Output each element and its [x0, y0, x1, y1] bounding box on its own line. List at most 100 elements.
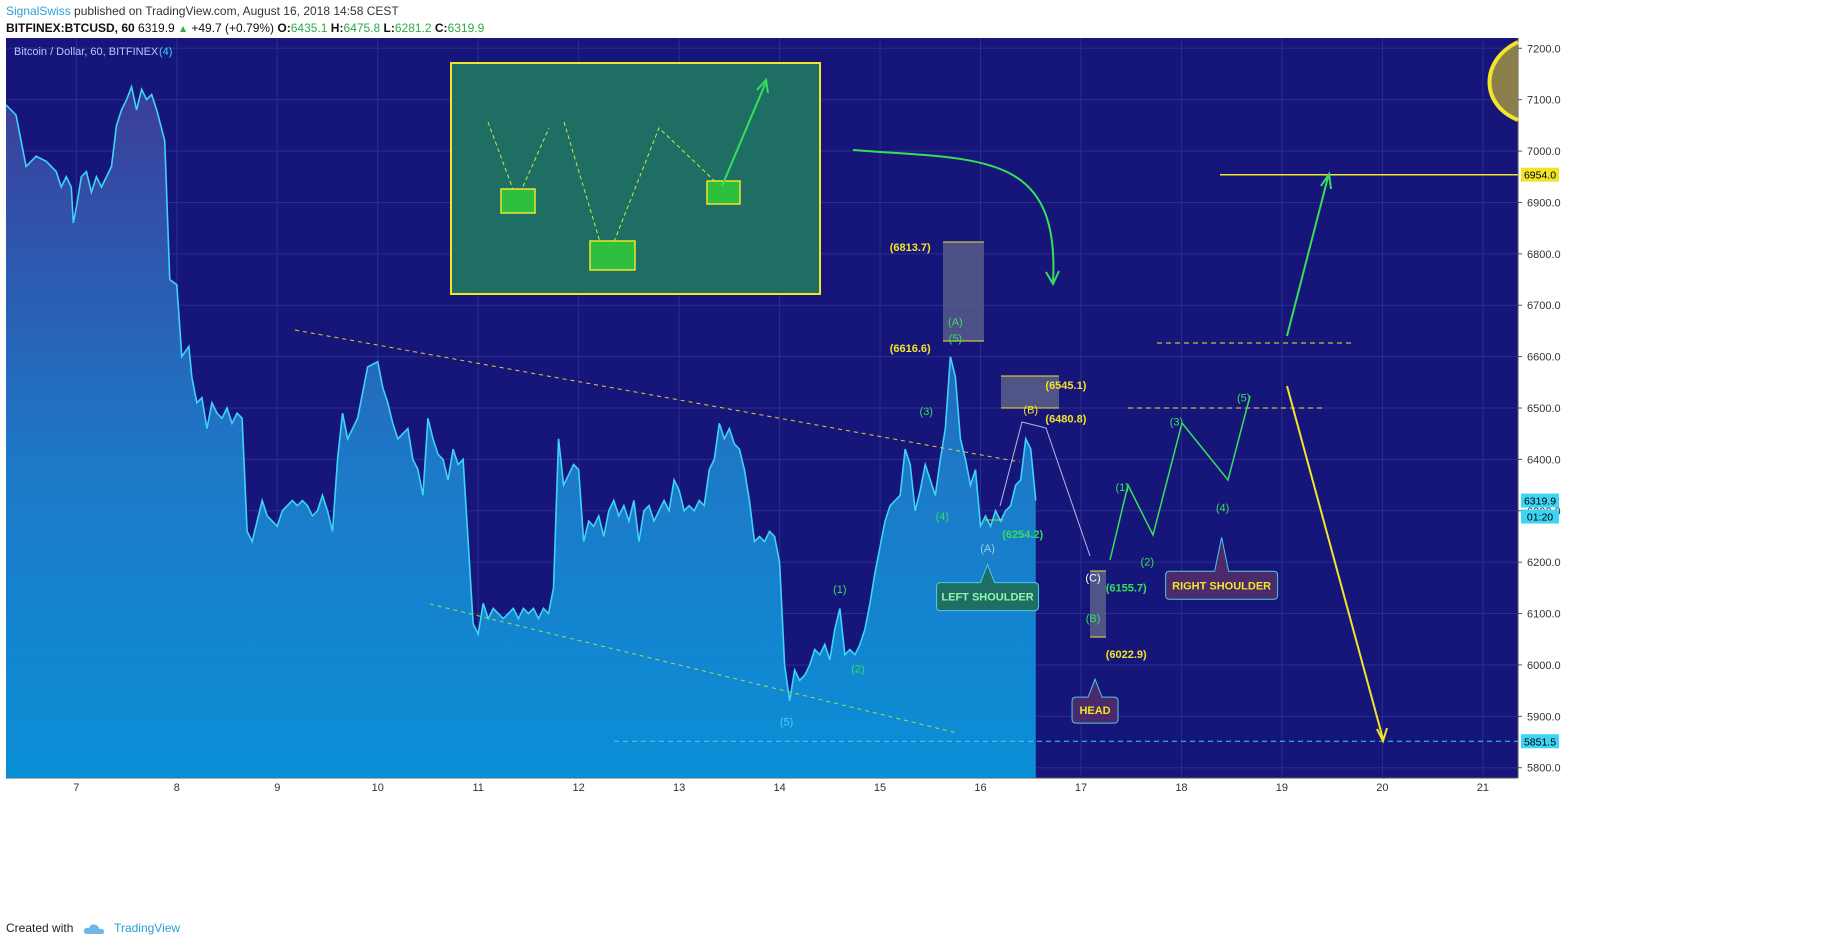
wave-label: (6545.1): [1045, 380, 1086, 392]
x-tick-label: 10: [372, 782, 384, 794]
up-arrow-icon: ▲: [178, 24, 188, 35]
drawings[interactable]: [294, 40, 1519, 744]
price-tag-bg: [1521, 493, 1559, 508]
symbol-label: BITFINEX:BTCUSD, 60: [6, 21, 135, 35]
callout-label: RIGHT SHOULDER: [1172, 580, 1271, 592]
y-tick-label: 6000.0: [1527, 660, 1561, 672]
legend-count: (4): [159, 46, 172, 58]
callout-shape: [1165, 537, 1279, 600]
last-price: 6319.9: [138, 21, 175, 35]
abc-projection: [999, 421, 1091, 557]
wave-label: (5): [1237, 393, 1250, 405]
wave-label: (1): [1115, 482, 1128, 494]
published-text: published on TradingView.com, August 16,…: [74, 4, 399, 18]
curved-arrow-head: [1045, 270, 1060, 287]
callout-bubble: [1071, 677, 1119, 724]
price-tag: 6319.9: [1524, 496, 1556, 508]
wave-label: (5): [949, 333, 962, 345]
time-axis: [6, 778, 1518, 796]
pattern-dashed-left: [487, 121, 550, 202]
ohlc-bar: BITFINEX:BTCUSD, 60 6319.9 ▲ +49.7 (+0.7…: [6, 21, 484, 35]
wave-label: (C): [1085, 573, 1100, 585]
pattern-dashed-mid: [563, 121, 723, 264]
pattern-head-box: [589, 240, 636, 271]
y-tick-label: 7000.0: [1527, 146, 1561, 158]
wave-label: (5): [780, 716, 793, 728]
curved-down-arrow: [852, 149, 1055, 283]
wave-b-box: [1001, 376, 1059, 408]
open-label: O:: [277, 21, 291, 35]
x-tick-label: 14: [773, 782, 785, 794]
low-label: L:: [383, 21, 395, 35]
wave-label: (1): [833, 584, 846, 596]
x-tick-label: 13: [673, 782, 685, 794]
bullish-arrow-head: [1320, 171, 1332, 190]
high-label: H:: [330, 21, 344, 35]
wave-label: (B): [1023, 405, 1038, 417]
wave-projection-path: [1109, 395, 1251, 561]
x-tick-label: 19: [1276, 782, 1288, 794]
wave-label: (6616.6): [890, 343, 931, 355]
wave-label: (4): [1216, 503, 1229, 515]
y-tick-label: 6100.0: [1527, 609, 1561, 621]
callout-shape: [1071, 677, 1119, 724]
price-tag: 5851.5: [1524, 736, 1556, 748]
y-tick-label: 6500.0: [1527, 403, 1561, 415]
x-tick-label: 20: [1376, 782, 1388, 794]
x-tick-label: 11: [472, 782, 483, 794]
wave-label: (2): [1141, 557, 1154, 569]
lower-trendline: [429, 603, 958, 734]
y-tick-label: 6800.0: [1527, 249, 1561, 261]
arc-shape: [1487, 40, 1519, 122]
y-tick-label: 7200.0: [1527, 43, 1561, 55]
callout-bubble: [1165, 537, 1279, 600]
wave-label: (6022.9): [1106, 649, 1147, 661]
price-change: +49.7 (+0.79%): [191, 21, 275, 35]
x-tick-label: 7: [73, 782, 79, 794]
y-tick-label: 6400.0: [1527, 454, 1561, 466]
pattern-left-shoulder-box: [500, 188, 536, 214]
close-label: C:: [434, 21, 448, 35]
x-tick-label: 18: [1175, 782, 1187, 794]
created-with-text: Created with: [6, 921, 74, 935]
x-tick-label: 21: [1477, 782, 1489, 794]
wave-label: (4): [936, 511, 949, 523]
wave-label: (A): [948, 317, 963, 329]
price-tag-bg: [1521, 734, 1559, 749]
chart-marks: LEFT SHOULDER HEAD RIGHT SHOULDER (6813.7) (…: [14, 46, 1559, 749]
bearish-arrow-head: [1376, 727, 1388, 744]
y-tick-label: 7100.0: [1527, 95, 1561, 107]
upper-trendline: [294, 329, 1021, 463]
wave-label: (B): [1086, 613, 1101, 625]
wave-label: (3): [1170, 416, 1183, 428]
tradingview-brand-link[interactable]: TradingView: [114, 921, 181, 935]
price-tag: 01:20: [1527, 512, 1553, 524]
price-line: [5, 84, 1037, 702]
y-tick-label: 6700.0: [1527, 300, 1561, 312]
pattern-breakout-arrow: [721, 81, 767, 187]
price-tag: 6954.0: [1524, 170, 1556, 182]
low-value: 6281.2: [394, 21, 432, 35]
y-tick-label: 6900.0: [1527, 197, 1561, 209]
wave-a-box: [943, 242, 984, 341]
y-tick-label: 5800.0: [1527, 763, 1561, 775]
wave-label: (6155.7): [1106, 582, 1147, 594]
wave-label: (6480.8): [1045, 413, 1086, 425]
x-tick-label: 9: [274, 782, 280, 794]
author-link[interactable]: SignalSwiss: [6, 4, 71, 18]
bearish-target-arrow: [1286, 385, 1384, 740]
wave-label: (3): [920, 406, 933, 418]
tradingview-cloud-icon: [83, 924, 104, 934]
x-tick-label: 17: [1075, 782, 1087, 794]
y-tick-label: 6200.0: [1527, 557, 1561, 569]
price-tag-bg: [1521, 509, 1559, 524]
close-value: 6319.9: [447, 21, 485, 35]
wave-label: (A): [980, 543, 995, 555]
price-tag-bg: [1521, 167, 1559, 182]
price-axis: [1518, 38, 1828, 778]
pattern-arrow-head: [756, 77, 769, 94]
legend-title: Bitcoin / Dollar, 60, BITFINEX: [14, 46, 159, 58]
x-tick-label: 8: [174, 782, 180, 794]
callout-shape: [936, 563, 1040, 612]
